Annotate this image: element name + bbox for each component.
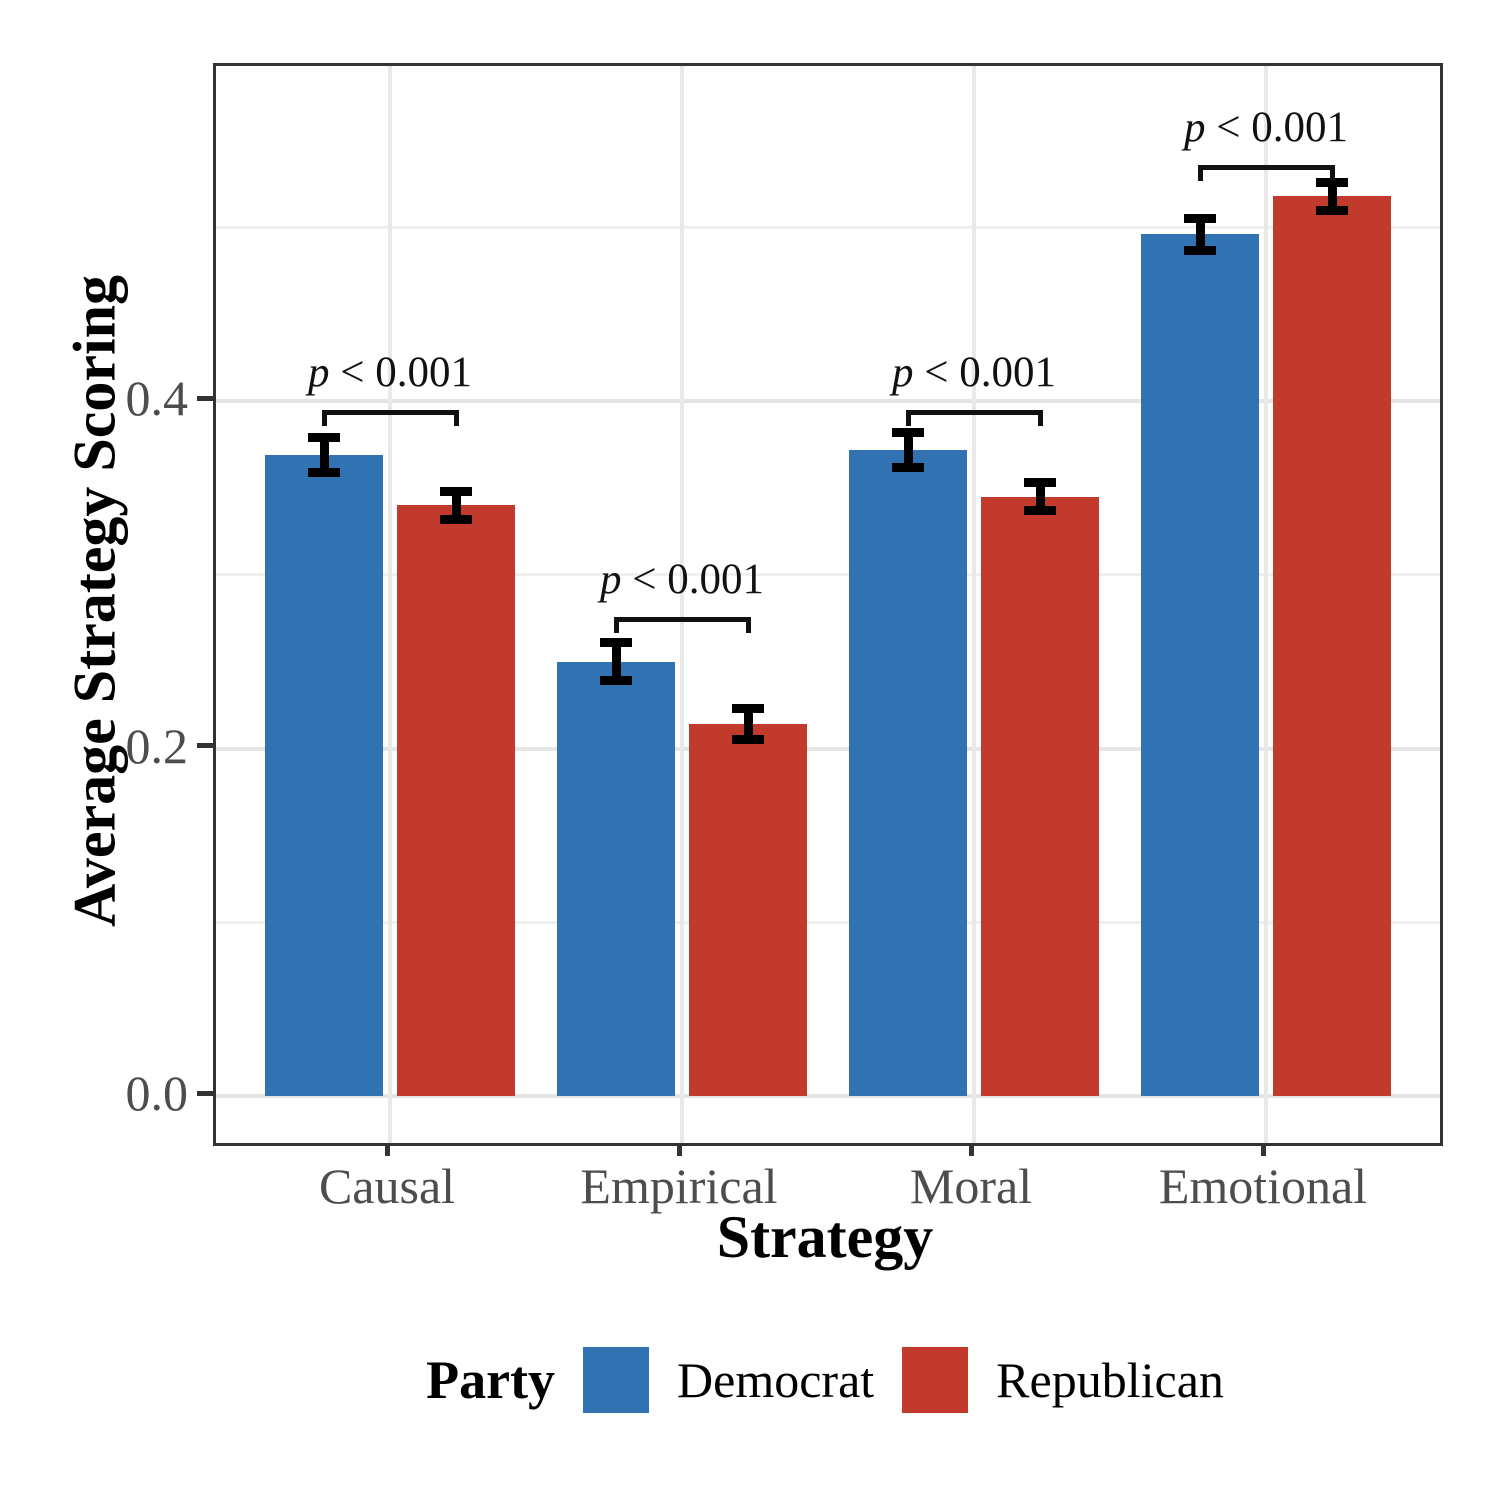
x-tick-label: Causal <box>318 1158 456 1214</box>
error-bar-stem <box>452 492 461 520</box>
significance-bracket <box>1198 165 1335 181</box>
gridline-major <box>216 399 1440 403</box>
x-tick-label: Empirical <box>580 1158 778 1214</box>
significance-label: p < 0.001 <box>599 556 764 603</box>
legend-label-republican: Republican <box>996 1352 1224 1408</box>
error-bar-cap-bottom <box>1024 506 1056 515</box>
gridline-vertical <box>1264 66 1268 1143</box>
legend: Party Democrat Republican <box>213 1338 1437 1422</box>
y-tick-mark <box>197 396 213 401</box>
legend-items: Democrat Republican <box>583 1347 1224 1413</box>
y-tick-label: 0.2 <box>125 718 189 774</box>
y-tick-label: 0.0 <box>125 1065 189 1121</box>
gridline-vertical <box>388 66 392 1143</box>
gridline-minor <box>216 226 1440 229</box>
error-bar-cap-bottom <box>732 735 764 744</box>
bar-democrat-moral <box>849 450 967 1096</box>
gridline-vertical <box>972 66 976 1143</box>
error-bar-stem <box>320 438 329 473</box>
error-bar-stem <box>1036 483 1045 511</box>
error-bar-cap-top <box>440 487 472 496</box>
plot-panel: p < 0.001 p < 0.001 p < 0.001 p < 0.001 <box>213 63 1443 1146</box>
x-tick-label: Emotional <box>1158 1158 1368 1214</box>
bar-republican-causal <box>397 505 515 1096</box>
x-tick-mark <box>1261 1143 1266 1156</box>
bar-democrat-causal <box>265 455 383 1096</box>
error-bar-cap-bottom <box>600 676 632 685</box>
error-bar-cap-top <box>732 704 764 713</box>
x-tick-label: Moral <box>909 1158 1033 1214</box>
y-tick-label: 0.4 <box>125 370 189 426</box>
error-bar-cap-top <box>600 638 632 647</box>
gridline-minor <box>216 921 1440 924</box>
bar-republican-empirical <box>689 724 807 1096</box>
x-axis-title: Strategy <box>716 1204 934 1270</box>
bar-republican-emotional <box>1273 196 1391 1096</box>
gridline-major <box>216 747 1440 751</box>
legend-title: Party <box>426 1350 556 1410</box>
x-tick-mark <box>385 1143 390 1156</box>
legend-label-democrat: Democrat <box>677 1352 875 1408</box>
error-bar-stem <box>744 709 753 740</box>
error-bar-stem <box>1196 219 1205 250</box>
error-bar-stem <box>904 433 913 468</box>
gridline-minor <box>216 573 1440 576</box>
gridline-major <box>216 1094 1440 1098</box>
significance-label: p < 0.001 <box>1183 104 1348 151</box>
legend-swatch-republican <box>902 1347 969 1413</box>
error-bar-cap-top <box>1184 214 1216 223</box>
error-bar-cap-bottom <box>1184 246 1216 255</box>
y-tick-mark <box>197 743 213 748</box>
bar-democrat-emotional <box>1141 234 1259 1096</box>
significance-bracket <box>906 410 1043 426</box>
bar-democrat-empirical <box>557 662 675 1096</box>
significance-label: p < 0.001 <box>891 349 1056 396</box>
error-bar-cap-top <box>1316 178 1348 187</box>
x-tick-mark <box>969 1143 974 1156</box>
error-bar-cap-bottom <box>308 468 340 477</box>
significance-bracket <box>322 410 459 426</box>
error-bar-cap-bottom <box>1316 206 1348 215</box>
error-bar-cap-bottom <box>892 463 924 472</box>
x-tick-mark <box>677 1143 682 1156</box>
y-tick-mark <box>197 1091 213 1096</box>
error-bar-cap-top <box>1024 478 1056 487</box>
error-bar-cap-top <box>892 428 924 437</box>
legend-swatch-democrat <box>583 1347 650 1413</box>
error-bar-cap-bottom <box>440 515 472 524</box>
error-bar-cap-top <box>308 433 340 442</box>
error-bar-stem <box>1328 182 1337 210</box>
gridline-vertical <box>680 66 684 1143</box>
error-bar-stem <box>612 643 621 681</box>
bar-republican-moral <box>981 497 1099 1096</box>
significance-bracket <box>614 617 751 633</box>
significance-label: p < 0.001 <box>307 349 472 396</box>
